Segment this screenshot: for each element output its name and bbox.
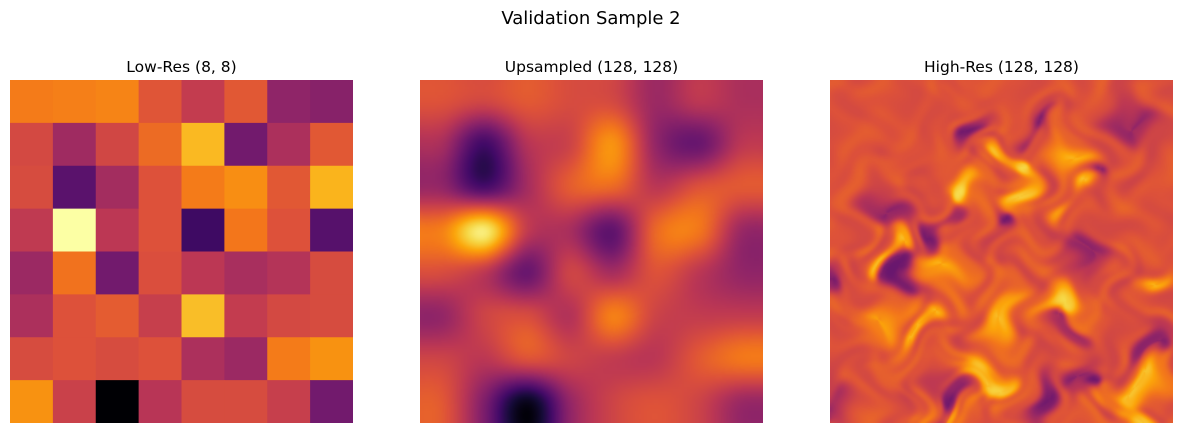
low-res-panel-title: Low-Res (8, 8): [126, 58, 237, 76]
heatmap-cell: [138, 380, 183, 423]
heatmap-cell: [224, 251, 268, 295]
heatmap-cell: [181, 337, 225, 381]
heatmap-cell: [310, 80, 353, 124]
heatmap-cell: [10, 208, 54, 253]
heatmap-cell: [310, 294, 353, 338]
heatmap-cell: [267, 294, 311, 338]
heatmap-cell: [138, 337, 183, 381]
heatmap-cell: [95, 251, 140, 295]
heatmap-cell: [310, 337, 353, 381]
high-res-heatmap-image: [830, 80, 1173, 423]
heatmap-cell: [10, 294, 54, 338]
heatmap-cell: [310, 251, 353, 295]
heatmap-cell: [52, 122, 97, 167]
heatmap-cell: [267, 251, 311, 295]
heatmap-cell: [224, 122, 268, 167]
heatmap-cell: [267, 122, 311, 167]
heatmap-cell: [224, 294, 268, 338]
heatmap-cell: [95, 208, 140, 253]
low-res-heatmap-cells: [10, 80, 353, 423]
low-res-heatmap: [10, 80, 353, 423]
heatmap-cell: [224, 80, 268, 124]
figure-suptitle: Validation Sample 2: [501, 8, 681, 29]
heatmap-cell: [10, 337, 54, 381]
heatmap-cell: [95, 337, 140, 381]
heatmap-cell: [138, 251, 183, 295]
heatmap-cell: [224, 380, 268, 423]
heatmap-cell: [138, 165, 183, 210]
heatmap-cell: [52, 165, 97, 210]
heatmap-cell: [52, 251, 97, 295]
heatmap-cell: [267, 80, 311, 124]
heatmap-cell: [310, 165, 353, 210]
heatmap-cell: [52, 380, 97, 423]
heatmap-cell: [10, 80, 54, 124]
heatmap-cell: [224, 208, 268, 253]
upsampled-heatmap-image: [420, 80, 763, 423]
heatmap-cell: [10, 251, 54, 295]
heatmap-cell: [95, 80, 140, 124]
heatmap-cell: [310, 208, 353, 253]
heatmap-cell: [52, 208, 97, 253]
heatmap-cell: [181, 165, 225, 210]
heatmap-cell: [52, 337, 97, 381]
upsampled-heatmap: [420, 80, 763, 423]
heatmap-cell: [310, 122, 353, 167]
heatmap-cell: [52, 294, 97, 338]
heatmap-cell: [10, 122, 54, 167]
heatmap-cell: [52, 80, 97, 124]
heatmap-cell: [138, 80, 183, 124]
heatmap-cell: [10, 380, 54, 423]
heatmap-cell: [95, 122, 140, 167]
heatmap-cell: [95, 294, 140, 338]
heatmap-cell: [267, 208, 311, 253]
heatmap-cell: [138, 122, 183, 167]
heatmap-cell: [181, 380, 225, 423]
heatmap-cell: [181, 122, 225, 167]
high-res-panel-title: High-Res (128, 128): [924, 58, 1079, 76]
heatmap-cell: [138, 208, 183, 253]
heatmap-cell: [267, 165, 311, 210]
heatmap-cell: [181, 80, 225, 124]
heatmap-cell: [224, 337, 268, 381]
upsampled-panel-title: Upsampled (128, 128): [504, 58, 679, 76]
heatmap-cell: [181, 294, 225, 338]
high-res-heatmap: [830, 80, 1173, 423]
heatmap-cell: [267, 337, 311, 381]
heatmap-cell: [95, 165, 140, 210]
heatmap-cell: [10, 165, 54, 210]
heatmap-cell: [310, 380, 353, 423]
heatmap-cell: [95, 380, 140, 423]
heatmap-cell: [267, 380, 311, 423]
heatmap-cell: [181, 208, 225, 253]
heatmap-cell: [224, 165, 268, 210]
heatmap-cell: [138, 294, 183, 338]
heatmap-cell: [181, 251, 225, 295]
